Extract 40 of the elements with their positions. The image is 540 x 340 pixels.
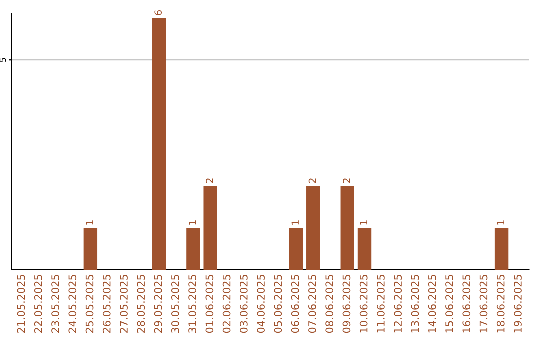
x-tick-label: 14.06.2025 [428,275,436,333]
data-label: 2 [308,178,316,184]
data-label: 1 [86,220,94,225]
y-tick-label: 5 [0,58,6,62]
x-tick-label: 10.06.2025 [360,275,368,333]
x-tick-label: 06.06.2025 [291,275,300,334]
x-tick-label: 16.06.2025 [462,275,471,333]
x-tick-label: 27.05.2025 [120,275,128,334]
data-label: 2 [206,178,214,184]
x-tick-label: 19.06.2025 [514,275,522,333]
x-tick-label: 25.05.2025 [86,275,94,334]
x-tick-label: 02.06.2025 [222,275,231,334]
x-tick-label: 30.05.2025 [171,275,180,333]
x-tick-label: 04.06.2025 [257,275,265,334]
x-tick-label: 08.06.2025 [326,275,334,334]
data-label: 1 [497,220,504,225]
x-tick-label: 22.05.2025 [34,275,42,334]
x-tick-label: 13.06.2025 [411,275,420,333]
x-tick-label: 24.05.2025 [68,275,77,334]
x-tick-label: 21.05.2025 [17,275,26,334]
x-tick-label: 31.05.2025 [188,275,196,333]
x-tick-label: 17.06.2025 [480,275,488,333]
x-tick-label: 23.05.2025 [52,275,60,334]
x-tick-label: 05.06.2025 [274,275,282,334]
x-tick-label: 15.06.2025 [446,275,454,333]
x-tick-label: 01.06.2025 [206,275,214,334]
x-tick-label: 18.06.2025 [496,275,505,333]
x-tick-label: 28.05.2025 [137,275,146,334]
x-tick-label: 11.06.2025 [377,275,385,333]
x-tick-label: 12.06.2025 [394,275,402,333]
data-label: 6 [154,10,162,16]
data-label: 1 [360,220,368,225]
x-tick-label: 29.05.2025 [154,275,162,334]
data-label: 1 [189,220,196,225]
data-label: 2 [343,178,350,184]
x-tick-label: 07.06.2025 [308,275,316,334]
x-tick-label: 03.06.2025 [240,275,248,334]
data-label: 1 [292,220,299,225]
x-tick-label: 26.05.2025 [102,275,111,334]
x-tick-label: 09.06.2025 [342,275,351,334]
